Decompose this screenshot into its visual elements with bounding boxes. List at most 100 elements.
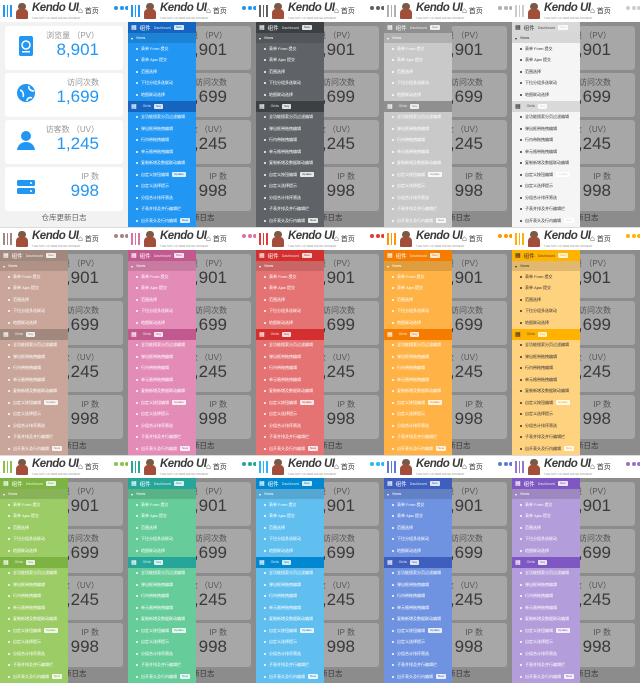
- menu-item[interactable]: 行内带拖拽编辑: [512, 135, 580, 147]
- menu-item[interactable]: 弹出框带拖拽编辑: [0, 579, 68, 591]
- menu-item[interactable]: 子表并排及并行编辑栏: [0, 432, 68, 444]
- menu-item[interactable]: 分组合计排序筛选: [128, 192, 196, 204]
- menu-item[interactable]: 自开表头及行内编辑 New: [128, 671, 196, 683]
- menu-item[interactable]: 下拉分组多选联动: [512, 534, 580, 546]
- submenu-grids[interactable]: ▦ Grids Say: [256, 328, 324, 340]
- menu-item[interactable]: 自定义按钮编辑 Update: [256, 625, 324, 637]
- menu-item[interactable]: 全功能搜索分页过滤编辑: [128, 112, 196, 124]
- menu-item[interactable]: 复制新增及数据联动编辑: [128, 158, 196, 170]
- menu-item[interactable]: 下拉分组多选联动: [0, 306, 68, 318]
- menu-toggle-icon[interactable]: [515, 5, 525, 17]
- menu-item[interactable]: 分组合计排序筛选: [256, 420, 324, 432]
- menu-item[interactable]: 表单 Ajax 提交: [384, 511, 452, 523]
- menu-item[interactable]: 自开表头及行内编辑 New: [512, 671, 580, 683]
- menu-item[interactable]: 范围选择: [384, 522, 452, 534]
- menu-item[interactable]: 子表并排及并行编辑栏: [256, 204, 324, 216]
- menu-item[interactable]: 单元格带拖拽编辑: [384, 374, 452, 386]
- menu-item[interactable]: 单元格带拖拽编辑: [128, 146, 196, 158]
- menu-item[interactable]: 表单 Form 提交: [0, 499, 68, 511]
- submenu-views[interactable]: ▾ Views: [384, 33, 452, 43]
- menu-item[interactable]: 单元格带拖拽编辑: [384, 146, 452, 158]
- menu-item[interactable]: 地图联动选择: [128, 545, 196, 557]
- menu-item[interactable]: 表单 Ajax 提交: [128, 511, 196, 523]
- home-link[interactable]: ⌂ 首页: [462, 6, 483, 16]
- menu-item[interactable]: 范围选择: [512, 522, 580, 534]
- menu-item[interactable]: 表单 Ajax 提交: [384, 55, 452, 67]
- home-link[interactable]: ⌂ 首页: [334, 462, 355, 472]
- menu-item[interactable]: 下拉分组多选联动: [384, 78, 452, 90]
- menu-item[interactable]: 子表并排及并行编辑栏: [384, 204, 452, 216]
- menu-item[interactable]: 分组合计排序筛选: [0, 420, 68, 432]
- menu-toggle-icon[interactable]: [131, 461, 141, 473]
- menu-item[interactable]: 表单 Form 提交: [384, 271, 452, 283]
- menu-item[interactable]: 复制新增及数据联动编辑: [256, 614, 324, 626]
- menu-item[interactable]: 自开表头及行内编辑 New: [128, 215, 196, 227]
- menu-item[interactable]: 自定义选择提示: [512, 637, 580, 649]
- menu-item[interactable]: 单元格带拖拽编辑: [512, 146, 580, 158]
- more-dots-icon[interactable]: [242, 234, 256, 238]
- menu-item[interactable]: 自定义按钮编辑 Update: [256, 397, 324, 409]
- menu-item[interactable]: 单元格带拖拽编辑: [128, 374, 196, 386]
- menu-item[interactable]: 自开表头及行内编辑 New: [256, 671, 324, 683]
- menu-item[interactable]: 自开表头及行内编辑 New: [384, 671, 452, 683]
- menu-item[interactable]: 子表并排及并行编辑栏: [0, 660, 68, 672]
- home-link[interactable]: ⌂ 首页: [590, 462, 611, 472]
- menu-item[interactable]: 分组合计排序筛选: [384, 192, 452, 204]
- menu-item[interactable]: 子表并排及并行编辑栏: [512, 204, 580, 216]
- menu-item[interactable]: 行内带拖拽编辑: [128, 135, 196, 147]
- menu-item[interactable]: 自定义按钮编辑 Update: [0, 397, 68, 409]
- home-link[interactable]: ⌂ 首页: [462, 234, 483, 244]
- menu-item[interactable]: 自开表头及行内编辑 New: [0, 443, 68, 455]
- menu-section-header[interactable]: ▦ 组件 Dashboard New: [128, 22, 196, 33]
- more-dots-icon[interactable]: [114, 6, 128, 10]
- menu-item[interactable]: 地图联动选择: [384, 89, 452, 101]
- menu-item[interactable]: 全功能搜索分页过滤编辑: [384, 340, 452, 352]
- menu-item[interactable]: 表单 Form 提交: [384, 43, 452, 55]
- menu-item[interactable]: 表单 Ajax 提交: [128, 55, 196, 67]
- menu-item[interactable]: 表单 Ajax 提交: [128, 283, 196, 295]
- menu-item[interactable]: 表单 Ajax 提交: [0, 511, 68, 523]
- menu-item[interactable]: 分组合计排序筛选: [128, 420, 196, 432]
- menu-item[interactable]: 全功能搜索分页过滤编辑: [256, 340, 324, 352]
- menu-item[interactable]: 单元格带拖拽编辑: [128, 602, 196, 614]
- menu-item[interactable]: 自定义选择提示: [256, 409, 324, 421]
- menu-item[interactable]: 自定义选择提示: [128, 181, 196, 193]
- submenu-views[interactable]: ▾ Views: [0, 261, 68, 271]
- menu-item[interactable]: 表单 Form 提交: [384, 499, 452, 511]
- menu-item[interactable]: 自开表头及行内编辑 New: [512, 443, 580, 455]
- submenu-grids[interactable]: ▦ Grids Say: [512, 556, 580, 568]
- menu-item[interactable]: 范围选择: [0, 294, 68, 306]
- menu-item[interactable]: 全功能搜索分页过滤编辑: [128, 568, 196, 580]
- submenu-views[interactable]: ▾ Views: [256, 489, 324, 499]
- menu-item[interactable]: 分组合计排序筛选: [512, 192, 580, 204]
- menu-section-header[interactable]: ▦ 组件 Dashboard New: [384, 478, 452, 489]
- menu-item[interactable]: 全功能搜索分页过滤编辑: [256, 112, 324, 124]
- menu-item[interactable]: 弹出框带拖拽编辑: [384, 123, 452, 135]
- menu-item[interactable]: 弹出框带拖拽编辑: [384, 579, 452, 591]
- home-link[interactable]: ⌂ 首页: [78, 6, 99, 16]
- menu-item[interactable]: 行内带拖拽编辑: [384, 591, 452, 603]
- menu-item[interactable]: 行内带拖拽编辑: [512, 363, 580, 375]
- menu-item[interactable]: 自定义按钮编辑 Update: [384, 397, 452, 409]
- menu-toggle-icon[interactable]: [259, 233, 269, 245]
- menu-item[interactable]: 子表并排及并行编辑栏: [128, 204, 196, 216]
- menu-item[interactable]: 自定义选择提示: [0, 637, 68, 649]
- home-link[interactable]: ⌂ 首页: [462, 462, 483, 472]
- menu-item[interactable]: 下拉分组多选联动: [384, 306, 452, 318]
- submenu-grids[interactable]: ▦ Grids Say: [0, 328, 68, 340]
- submenu-views[interactable]: ▾ Views: [128, 261, 196, 271]
- menu-item[interactable]: 自开表头及行内编辑 New: [512, 215, 580, 227]
- menu-item[interactable]: 行内带拖拽编辑: [384, 363, 452, 375]
- menu-toggle-icon[interactable]: [259, 5, 269, 17]
- menu-item[interactable]: 复制新增及数据联动编辑: [384, 158, 452, 170]
- menu-item[interactable]: 行内带拖拽编辑: [256, 363, 324, 375]
- menu-item[interactable]: 复制新增及数据联动编辑: [256, 158, 324, 170]
- menu-item[interactable]: 单元格带拖拽编辑: [512, 602, 580, 614]
- menu-section-header[interactable]: ▦ 组件 Dashboard New: [128, 250, 196, 261]
- menu-item[interactable]: 弹出框带拖拽编辑: [512, 123, 580, 135]
